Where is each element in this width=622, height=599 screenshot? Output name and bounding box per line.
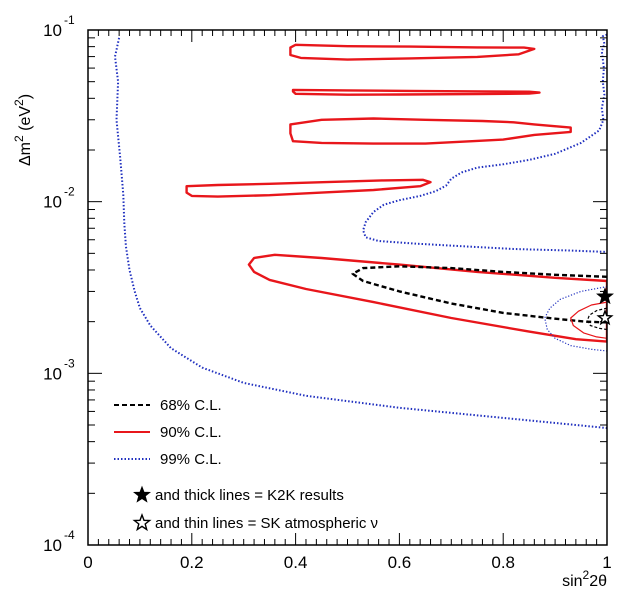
best-fit-sk [596,308,614,326]
best-fit-k2k [596,287,614,305]
y-tick-exponent: -3 [64,356,75,370]
tick-labels: 0 0.2 0.4 0.6 0.8 110-110-210-310-4 [43,13,612,572]
contour-90-k2k-4 [289,117,572,145]
y-tick-label: 10 [43,364,62,383]
filled-star-icon [133,485,151,503]
y-tick-exponent: -4 [64,528,75,542]
open-star-icon [132,513,152,532]
y-tick-label: 10 [43,193,62,212]
legend: 68% C.L. 90% C.L. 99% C.L. [114,397,222,468]
x-tick-label: 1 [602,553,611,572]
contour-90-k2k-3 [185,178,432,198]
y-tick-exponent: -2 [64,185,75,199]
x-tick-label: 0.6 [388,553,412,572]
legend-item-99: 99% C.L. [114,451,222,468]
y-tick-label: 10 [43,21,62,40]
legend-item-68: 68% C.L. [114,397,222,414]
legend-label-90: 90% C.L. [160,424,222,441]
y-axis-title: Δm2 (eV2) [12,94,34,166]
legend-item-90: 90% C.L. [114,424,222,441]
annotation-k2k: and thick lines = K2K results [133,485,344,504]
x-axis-title: sin22θ [562,568,607,590]
contour-90-k2k-2 [247,253,607,343]
x-tick-label: 0 [83,553,92,572]
contour-99-k2k-0 [114,37,607,430]
x-tick-label: 0.8 [491,553,515,572]
x-tick-label: 0.4 [284,553,308,572]
legend-label-99: 99% C.L. [160,451,222,468]
annotation-k2k-text: and thick lines = K2K results [155,487,344,504]
contour-90-k2k-6 [289,43,536,61]
contour-99-k2k-1 [362,33,607,253]
contour-68-sk-10 [586,307,607,331]
contour-90-sk-9 [570,301,607,339]
plot-frame [87,29,608,546]
contour-68-k2k-7 [351,265,607,324]
contour-layer [114,33,607,430]
sk-best-fit-star-icon [596,308,614,326]
x-tick-label: 0.2 [180,553,204,572]
contour-90-k2k-5 [291,88,541,96]
annotation-sk-text: and thin lines = SK atmospheric ν [155,515,378,532]
legend-label-68: 68% C.L. [160,397,222,414]
annotation-sk: and thin lines = SK atmospheric ν [132,513,378,532]
axes-layer [87,30,608,546]
y-tick-label: 10 [43,536,62,555]
y-tick-exponent: -1 [64,13,75,27]
k2k-best-fit-star-icon [596,287,614,305]
